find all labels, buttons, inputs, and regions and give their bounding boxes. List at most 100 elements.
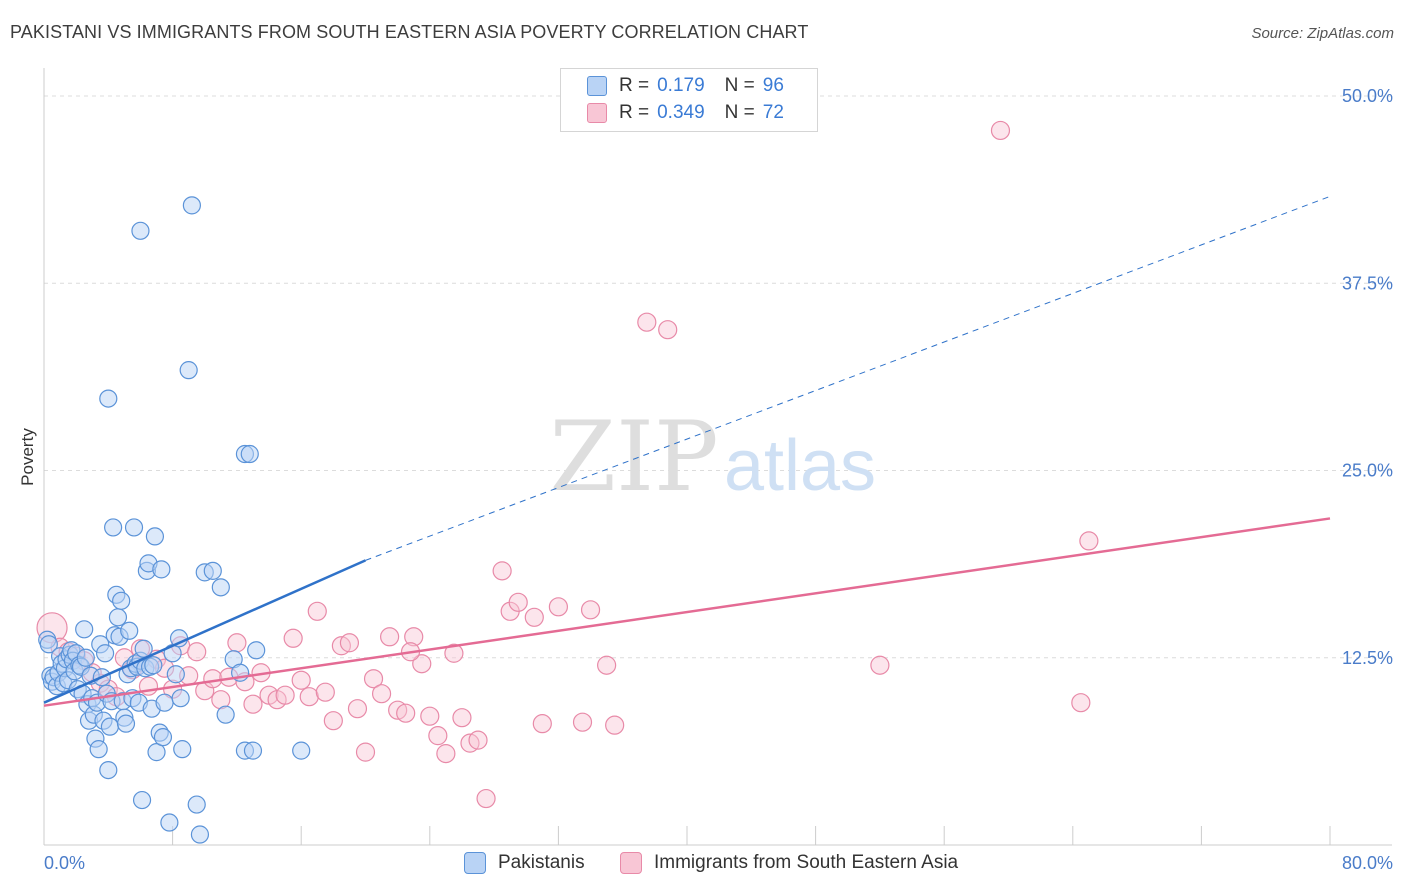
data-point-pakistanis (131, 221, 150, 240)
data-point-immigrants (363, 669, 384, 689)
trend-lines (43, 195, 1331, 707)
legend-row-immigrants: R = 0.349 N = 72 (587, 100, 784, 126)
data-point-pakistanis (155, 693, 174, 712)
y-tick-label: 25.0% (1342, 461, 1393, 481)
grid-lines (44, 95, 1392, 659)
data-point-pakistanis (104, 518, 123, 537)
data-point-immigrants (203, 669, 223, 689)
legend-label: Pakistanis (498, 852, 585, 873)
data-point-immigrants (339, 633, 360, 653)
data-point-immigrants (283, 628, 303, 648)
legend-n-value: 72 (762, 102, 784, 123)
legend-n-value: 96 (762, 75, 784, 96)
correlation-legend: R = 0.179 N = 96 R = 0.349 N = 72 (560, 68, 818, 132)
data-point-pakistanis (173, 740, 192, 759)
data-point-pakistanis (39, 635, 58, 654)
data-point-pakistanis (145, 527, 165, 546)
data-point-pakistanis (124, 518, 144, 537)
data-point-pakistanis (120, 621, 139, 640)
legend-r-value: 0.349 (657, 102, 705, 123)
legend-swatch-blue (464, 852, 486, 874)
data-point-pakistanis (95, 644, 115, 663)
data-point-immigrants (444, 643, 464, 663)
series-immigrants-points (36, 120, 1099, 809)
data-point-pakistanis (99, 760, 118, 780)
data-point-immigrants (323, 711, 343, 731)
data-point-pakistanis (99, 389, 118, 408)
data-point-immigrants (468, 730, 488, 750)
data-point-pakistanis (182, 196, 201, 215)
data-point-pakistanis (76, 648, 95, 667)
data-point-pakistanis (160, 813, 179, 832)
data-point-immigrants (476, 788, 496, 809)
series-legend: Pakistanis Immigrants from South Eastern… (0, 852, 1406, 878)
data-point-immigrants (658, 320, 678, 340)
data-point-immigrants (187, 642, 207, 662)
data-point-immigrants (572, 712, 593, 732)
data-point-immigrants (548, 597, 569, 617)
data-point-pakistanis (144, 656, 163, 675)
data-point-immigrants (380, 627, 400, 647)
data-point-immigrants (275, 685, 295, 705)
legend-n-label: N = (724, 102, 755, 123)
data-point-immigrants (492, 561, 512, 581)
watermark: ZIP atlas (549, 401, 876, 513)
series-pakistanis-points (38, 196, 311, 844)
data-point-pakistanis (179, 361, 198, 380)
legend-swatch-blue (587, 76, 607, 96)
data-point-pakistanis (116, 714, 136, 733)
data-point-immigrants (347, 699, 368, 719)
y-tick-label: 37.5% (1342, 273, 1393, 293)
y-axis-label: Poverty (18, 428, 37, 486)
data-point-immigrants (532, 714, 552, 734)
data-point-pakistanis (152, 560, 171, 579)
legend-swatch-pink (620, 852, 642, 874)
data-point-immigrants (227, 633, 247, 653)
y-tick-label: 50.0% (1342, 86, 1393, 106)
legend-r-label: R = (619, 75, 650, 96)
data-point-immigrants (420, 706, 440, 726)
data-point-immigrants (637, 312, 657, 332)
x-tick-label: 80.0% (1342, 853, 1393, 873)
axes (43, 68, 1392, 846)
legend-row-pakistanis: R = 0.179 N = 96 (587, 73, 784, 99)
data-point-immigrants (524, 607, 544, 627)
data-point-pakistanis (89, 740, 108, 759)
watermark-atlas: atlas (724, 426, 876, 506)
legend-item-immigrants[interactable]: Immigrants from South Eastern Asia (620, 852, 958, 874)
data-point-pakistanis (166, 665, 185, 684)
x-tick-label: 0.0% (44, 853, 85, 873)
trend-line-pakistanis (43, 559, 367, 704)
data-point-immigrants (291, 670, 311, 690)
data-point-pakistanis (132, 790, 152, 810)
data-point-pakistanis (247, 641, 266, 660)
data-point-immigrants (412, 654, 432, 674)
trend-line-pakistanis-extension (365, 195, 1331, 561)
data-point-immigrants (1079, 531, 1099, 551)
data-point-immigrants (307, 601, 327, 621)
legend-r-label: R = (619, 102, 650, 123)
data-point-immigrants (990, 120, 1011, 141)
data-point-pakistanis (112, 591, 131, 610)
chart-title: PAKISTANI VS IMMIGRANTS FROM SOUTH EASTE… (10, 22, 809, 42)
tick-labels: 12.5% 25.0% 37.5% 50.0% 0.0% 80.0% Poverty (18, 86, 1393, 873)
data-point-pakistanis (292, 741, 311, 760)
legend-n-label: N = (724, 75, 755, 96)
data-point-immigrants (580, 600, 601, 620)
data-point-immigrants (355, 742, 376, 762)
y-tick-label: 12.5% (1342, 648, 1393, 668)
data-point-immigrants (508, 592, 528, 612)
data-point-immigrants (605, 715, 625, 735)
data-point-immigrants (404, 627, 424, 647)
data-point-pakistanis (187, 795, 206, 814)
data-point-immigrants (396, 703, 416, 723)
watermark-zip: ZIP (549, 401, 718, 513)
data-point-pakistanis (203, 561, 222, 580)
data-point-pakistanis (240, 444, 259, 464)
trend-line-immigrants (43, 517, 1331, 707)
data-point-pakistanis (147, 743, 166, 762)
source-label: Source: ZipAtlas.com (1251, 25, 1394, 42)
data-point-pakistanis (216, 705, 235, 724)
legend-item-pakistanis[interactable]: Pakistanis (464, 852, 585, 874)
